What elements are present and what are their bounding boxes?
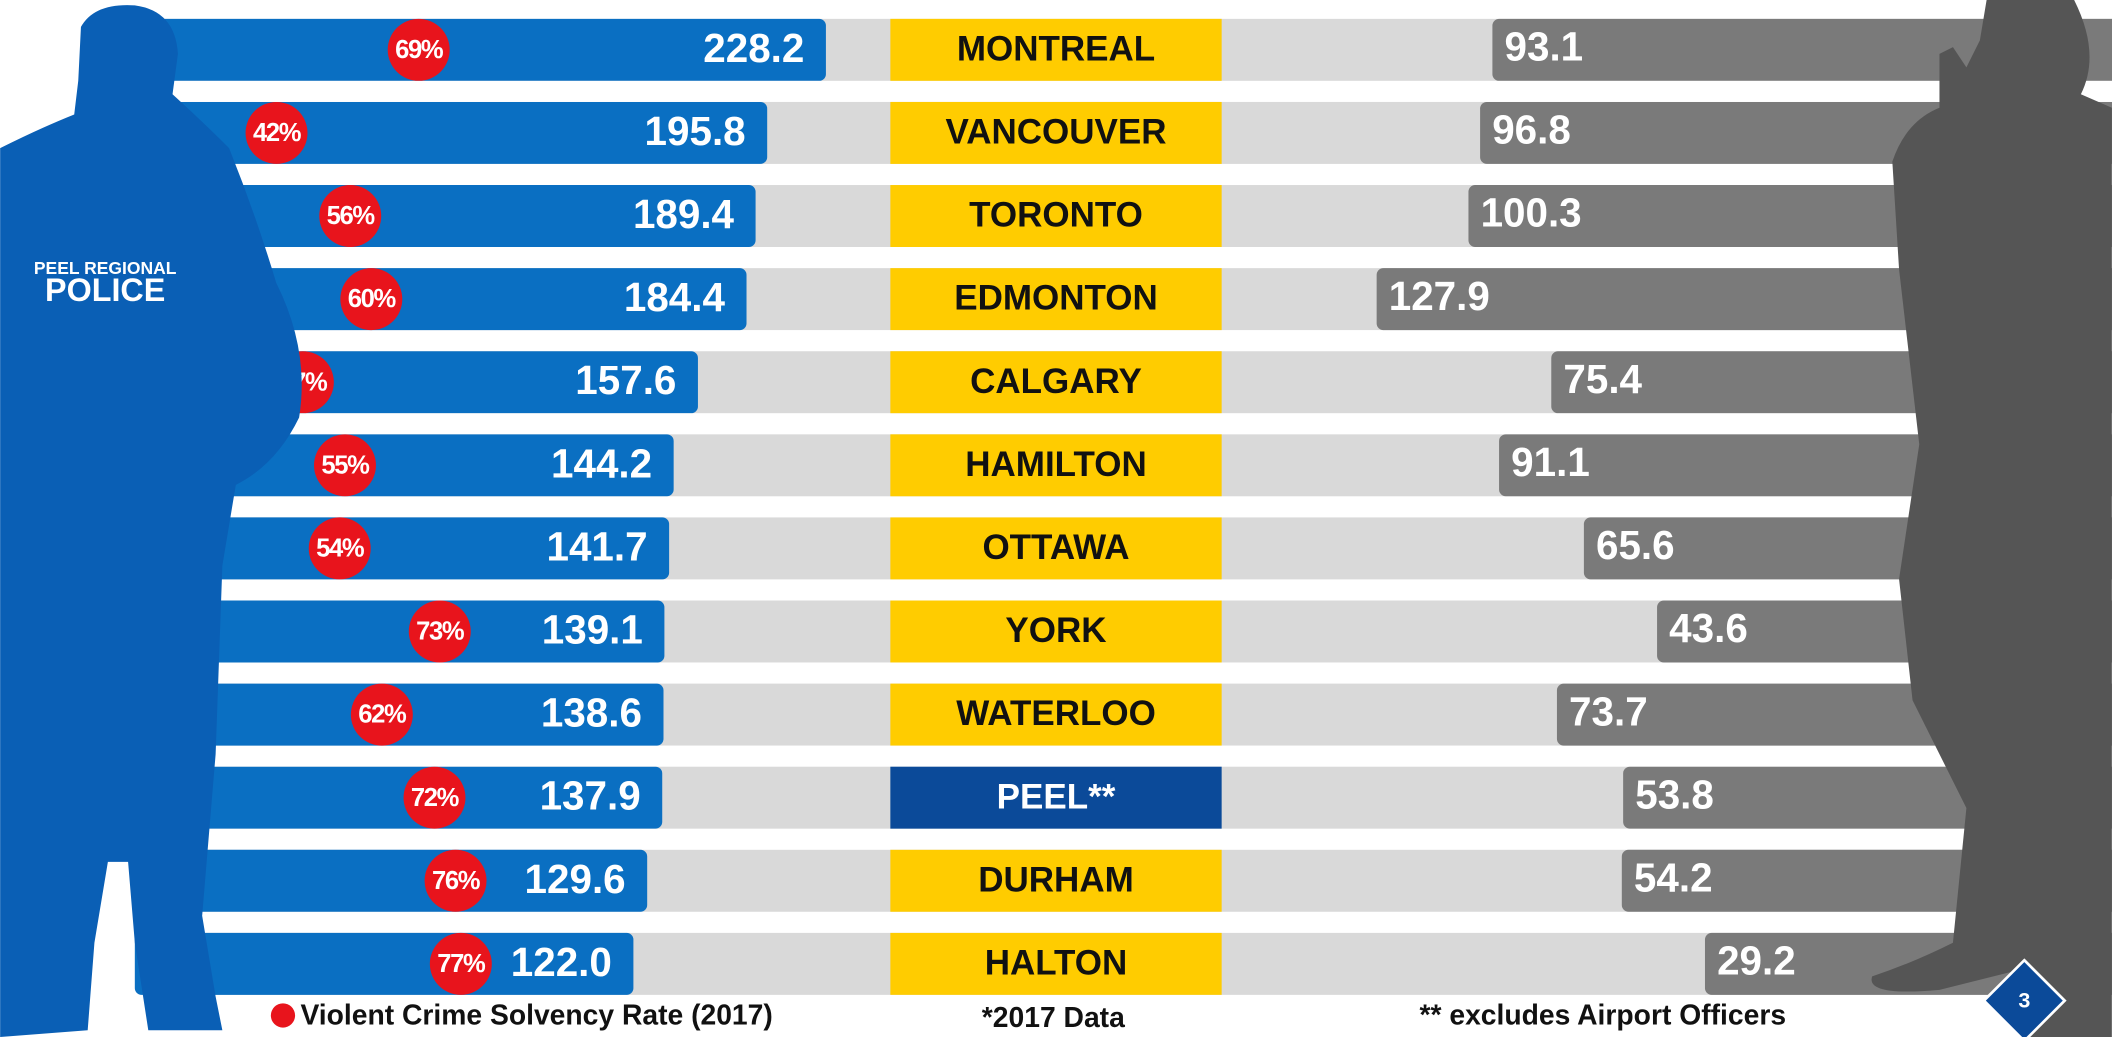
category-box xyxy=(890,849,1222,912)
left-bar xyxy=(134,932,634,995)
category-label: EDMONTON xyxy=(954,279,1158,318)
left-value: 228.2 xyxy=(703,25,804,71)
left-value: 189.4 xyxy=(633,191,735,237)
category-label: OTTAWA xyxy=(982,528,1129,567)
legend-marker xyxy=(270,1003,296,1028)
category-box xyxy=(890,434,1222,497)
rate-label: 60% xyxy=(348,285,397,313)
police-silhouette xyxy=(0,5,302,1037)
right-value: 65.6 xyxy=(1596,522,1675,568)
left-value: 195.8 xyxy=(645,108,746,154)
category-label: CALGARY xyxy=(970,362,1142,401)
rate-label: 76% xyxy=(432,867,481,895)
category-label: YORK xyxy=(1005,611,1106,650)
category-label: HAMILTON xyxy=(965,445,1146,484)
category-box xyxy=(890,101,1222,164)
left-value: 139.1 xyxy=(542,607,643,653)
rate-label: 73% xyxy=(416,618,465,646)
left-value: 157.6 xyxy=(575,357,676,403)
left-value: 184.4 xyxy=(624,274,726,320)
rate-label: 62% xyxy=(358,701,407,729)
left-value: 144.2 xyxy=(551,440,652,486)
category-box xyxy=(890,766,1222,829)
right-value: 96.8 xyxy=(1492,107,1571,153)
right-value: 93.1 xyxy=(1505,24,1584,70)
rate-label: 77% xyxy=(437,950,486,978)
right-value: 100.3 xyxy=(1481,190,1582,236)
suspect-silhouette xyxy=(1871,0,2112,1037)
rate-dot xyxy=(245,101,308,164)
rate-dot xyxy=(387,18,450,81)
category-box xyxy=(890,185,1222,247)
category-box xyxy=(890,268,1222,331)
rows: 228.2 93.1 MONTREAL 69% 195.8 96.8 VANCOUVER 42… xyxy=(134,18,2112,995)
logo-main: POLICE xyxy=(45,272,165,308)
page-number: 3 xyxy=(2018,989,2030,1013)
rate-dot xyxy=(403,766,466,829)
left-bar xyxy=(134,185,756,247)
left-bar xyxy=(134,517,670,580)
rate-dot xyxy=(340,268,403,331)
right-value: 127.9 xyxy=(1389,273,1490,319)
left-value: 122.0 xyxy=(511,939,612,985)
right-value: 54.2 xyxy=(1634,854,1713,900)
category-box xyxy=(890,18,1222,81)
left-value: 141.7 xyxy=(546,523,647,569)
right-value: 43.6 xyxy=(1669,605,1748,651)
category-label: TORONTO xyxy=(969,196,1143,235)
rate-dot xyxy=(429,932,492,995)
left-value: 137.9 xyxy=(540,773,641,819)
legend-label: Violent Crime Solvency Rate (2017) xyxy=(300,998,772,1030)
rate-dot xyxy=(424,849,487,912)
left-bar xyxy=(134,18,826,81)
left-value: 129.6 xyxy=(525,856,626,902)
footnote: ** excludes Airport Officers xyxy=(1420,998,1787,1030)
category-label: VANCOUVER xyxy=(945,113,1166,152)
rate-dot xyxy=(308,517,371,580)
rate-label: 72% xyxy=(411,784,460,812)
left-bar xyxy=(134,766,663,829)
rate-label: 69% xyxy=(395,36,444,64)
footnote: *2017 Data xyxy=(982,1001,1125,1033)
category-box xyxy=(890,351,1222,414)
rate-label: 56% xyxy=(327,202,376,230)
category-box xyxy=(890,600,1222,663)
rate-dot xyxy=(408,600,471,663)
logo-top: PEEL REGIONAL xyxy=(34,258,177,278)
category-label: HALTON xyxy=(985,943,1128,982)
rate-label: 55% xyxy=(321,451,370,479)
category-box xyxy=(890,932,1222,995)
right-value: 91.1 xyxy=(1511,439,1590,485)
rate-dot xyxy=(319,185,382,247)
rate-dot xyxy=(350,683,413,746)
category-box xyxy=(890,683,1222,746)
right-value: 75.4 xyxy=(1563,356,1642,402)
rate-label: 42% xyxy=(253,119,302,147)
left-bar xyxy=(134,600,665,663)
right-value: 53.8 xyxy=(1635,771,1714,817)
category-label: DURHAM xyxy=(978,860,1134,899)
left-bar xyxy=(134,849,648,912)
right-value: 29.2 xyxy=(1717,938,1796,984)
category-label: WATERLOO xyxy=(956,694,1156,733)
category-label: MONTREAL xyxy=(957,29,1155,68)
left-value: 138.6 xyxy=(541,690,642,736)
rate-dot xyxy=(314,434,376,497)
category-box xyxy=(890,517,1222,580)
right-value: 73.7 xyxy=(1569,688,1648,734)
category-label: PEEL** xyxy=(997,777,1116,816)
rate-label: 54% xyxy=(316,534,365,562)
